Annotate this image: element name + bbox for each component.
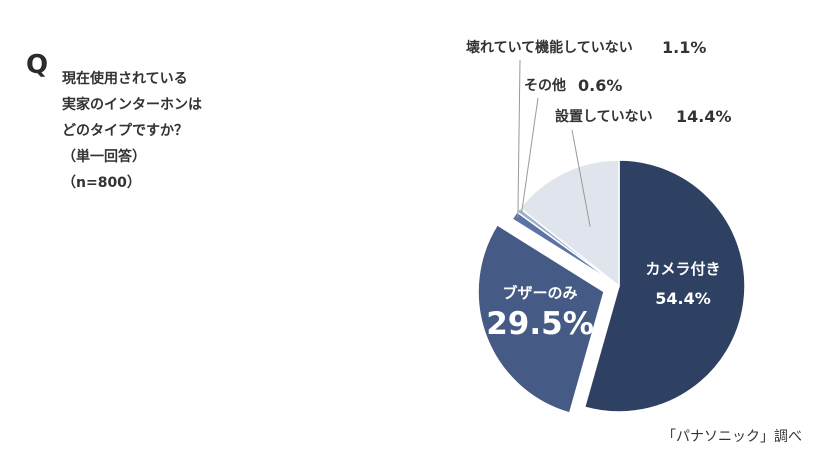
slice-label-2-value: 1.1%: [662, 38, 706, 57]
slice-label-4-name: 設置していない: [555, 108, 653, 125]
pie-slice-0: [583, 159, 746, 413]
leader-line-4: [571, 129, 591, 227]
slice-label-2-name: 壊れていて機能していない: [466, 39, 633, 56]
leader-line-2: [517, 59, 521, 218]
question-text: 現在使用されている 実家のインターホンは どのタイプですか？ （単一回答） （n…: [62, 66, 202, 196]
leader-lines: [517, 59, 591, 227]
slice-label-1-name: ブザーのみ: [502, 284, 577, 302]
slice-label-0-value: 54.4%: [655, 289, 711, 308]
slice-label-0-name: カメラ付き: [645, 260, 720, 278]
question-line-1: 現在使用されている: [62, 71, 188, 87]
slice-label-4-value: 14.4%: [676, 107, 732, 126]
slice-label-3-value: 0.6%: [578, 76, 622, 95]
pie-slices: [477, 159, 746, 414]
question-mark-letter: Q: [26, 50, 49, 80]
slice-label-1-value: 29.5%: [486, 306, 594, 342]
slice-labels: カメラ付き 54.4% ブザーのみ 29.5% 壊れていて機能していない 1.1% その他 0…: [466, 38, 732, 342]
pie-slice-4: [518, 159, 620, 288]
question-line-5: （n=800）: [62, 175, 141, 191]
source-credit: 「パナソニック」調べ: [662, 429, 802, 445]
leader-line-3: [521, 97, 539, 213]
pie-slice-1: [477, 223, 605, 414]
question-line-3: どのタイプですか？: [62, 123, 188, 139]
question-line-2: 実家のインターホンは: [62, 97, 202, 113]
slice-label-3-name: その他: [524, 77, 566, 94]
question-line-4: （単一回答）: [62, 149, 146, 165]
